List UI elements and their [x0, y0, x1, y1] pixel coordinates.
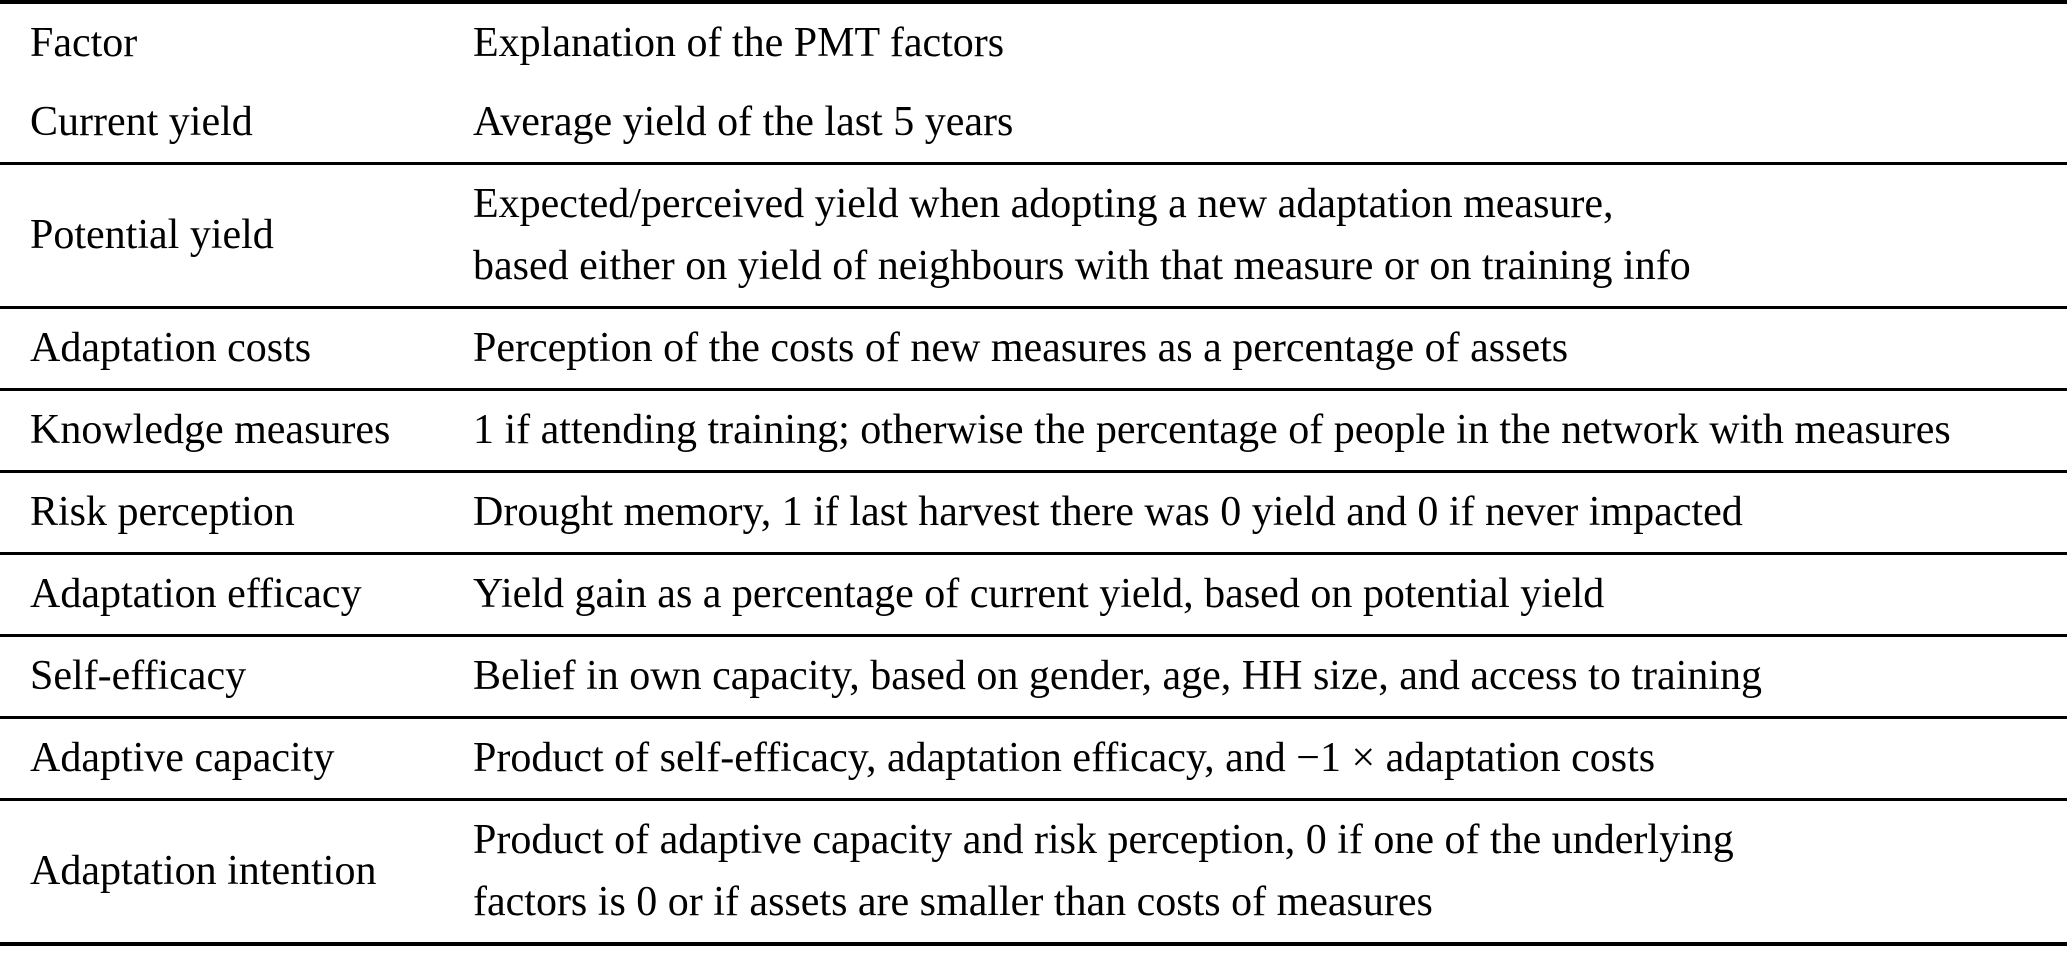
column-header-explanation: Explanation of the PMT factors	[473, 20, 1005, 66]
explanation-cell: Expected/perceived yield when adopting a…	[473, 181, 1691, 289]
factor-cell: Adaptation intention	[30, 848, 377, 894]
factor-cell: Knowledge measures	[30, 407, 391, 453]
explanation-cell: Drought memory, 1 if last harvest there …	[473, 489, 1743, 535]
table-body: Current yield Average yield of the last …	[0, 83, 2067, 944]
factor-cell: Adaptation costs	[30, 325, 312, 371]
factor-cell: Adaptive capacity	[30, 735, 335, 781]
header-row: Factor Explanation of the PMT factors	[0, 2, 2067, 83]
table-row: Potential yield Expected/perceived yield…	[0, 164, 2067, 308]
factor-cell: Risk perception	[30, 489, 295, 535]
factor-cell: Adaptation efficacy	[30, 571, 362, 617]
table-row: Knowledge measures 1 if attending traini…	[0, 390, 2067, 472]
explanation-cell: Product of self-efficacy, adaptation eff…	[473, 735, 1656, 781]
table-row: Current yield Average yield of the last …	[0, 83, 2067, 164]
explanation-cell: 1 if attending training; otherwise the p…	[473, 407, 1951, 453]
factor-cell: Self-efficacy	[30, 653, 247, 699]
table-row: Adaptation intention Product of adaptive…	[0, 800, 2067, 945]
table-row: Risk perception Drought memory, 1 if las…	[0, 472, 2067, 554]
explanation-cell: Product of adaptive capacity and risk pe…	[473, 817, 1734, 925]
factor-cell: Potential yield	[30, 212, 274, 258]
table-header: Factor Explanation of the PMT factors	[0, 2, 2067, 83]
explanation-cell: Belief in own capacity, based on gender,…	[473, 653, 1762, 699]
column-header-factor: Factor	[30, 20, 138, 66]
factor-cell: Current yield	[30, 99, 253, 145]
table-row: Adaptation costs Perception of the costs…	[0, 308, 2067, 390]
table-row: Adaptive capacity Product of self-effica…	[0, 718, 2067, 800]
explanation-cell: Perception of the costs of new measures …	[473, 325, 1569, 371]
explanation-cell: Average yield of the last 5 years	[473, 99, 1014, 145]
table-row: Adaptation efficacy Yield gain as a perc…	[0, 554, 2067, 636]
explanation-cell: Yield gain as a percentage of current yi…	[473, 571, 1605, 617]
table-row: Self-efficacy Belief in own capacity, ba…	[0, 636, 2067, 718]
